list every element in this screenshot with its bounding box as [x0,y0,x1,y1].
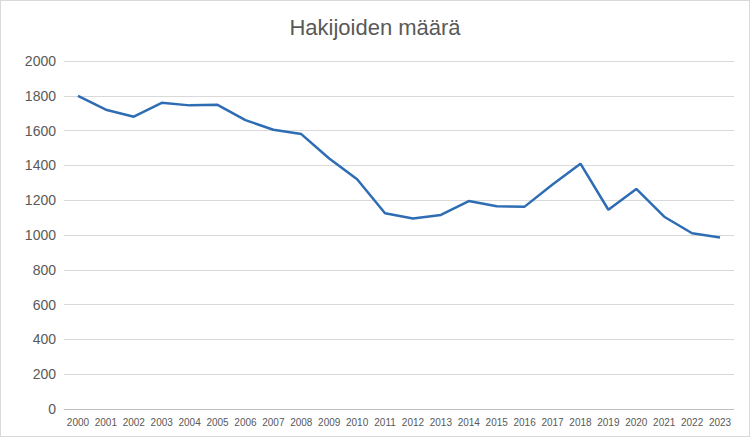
svg-text:2021: 2021 [653,417,676,428]
svg-text:800: 800 [33,262,57,278]
svg-text:2007: 2007 [262,417,285,428]
svg-text:2012: 2012 [402,417,425,428]
svg-text:2005: 2005 [206,417,229,428]
svg-text:2014: 2014 [458,417,481,428]
svg-text:2001: 2001 [95,417,118,428]
svg-text:2018: 2018 [569,417,592,428]
svg-text:2006: 2006 [234,417,257,428]
svg-text:600: 600 [33,297,57,313]
svg-text:2022: 2022 [681,417,704,428]
svg-text:2019: 2019 [597,417,620,428]
svg-text:2016: 2016 [514,417,537,428]
svg-text:400: 400 [33,331,57,347]
svg-text:2002: 2002 [123,417,146,428]
svg-text:2013: 2013 [430,417,453,428]
svg-text:2010: 2010 [346,417,369,428]
svg-text:2020: 2020 [625,417,648,428]
svg-text:1800: 1800 [25,88,56,104]
svg-text:1400: 1400 [25,157,56,173]
svg-text:2011: 2011 [374,417,396,428]
svg-text:2004: 2004 [179,417,202,428]
svg-text:2017: 2017 [541,417,564,428]
svg-text:2009: 2009 [318,417,341,428]
svg-text:2000: 2000 [25,53,56,69]
svg-text:2003: 2003 [151,417,174,428]
svg-text:200: 200 [33,366,57,382]
svg-text:2023: 2023 [709,417,732,428]
svg-text:0: 0 [48,401,56,417]
svg-text:2000: 2000 [67,417,90,428]
svg-text:1000: 1000 [25,227,56,243]
svg-text:1600: 1600 [25,123,56,139]
svg-text:1200: 1200 [25,192,56,208]
svg-text:2015: 2015 [486,417,509,428]
svg-text:2008: 2008 [290,417,313,428]
svg-text:Hakijoiden määrä: Hakijoiden määrä [289,15,461,40]
